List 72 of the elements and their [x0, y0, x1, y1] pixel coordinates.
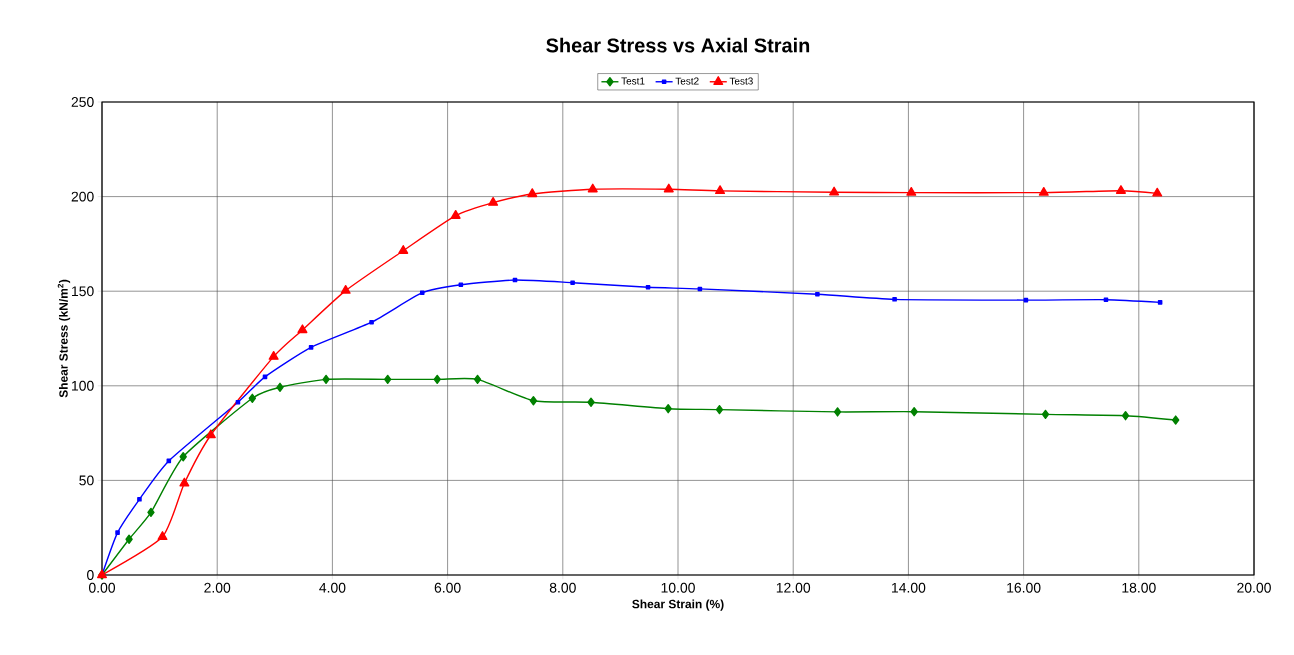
point [645, 284, 651, 290]
point [248, 393, 257, 403]
point [205, 429, 216, 439]
point [147, 507, 155, 518]
y-tick-label: 0 [87, 570, 94, 580]
point [570, 280, 575, 285]
point [527, 188, 538, 198]
point [906, 186, 917, 196]
point [384, 374, 392, 385]
x-tick-label: 6.00 [434, 582, 461, 593]
y-tick-label: 250 [71, 97, 94, 107]
point [829, 186, 840, 196]
point [1103, 297, 1109, 302]
point [1121, 411, 1130, 421]
point [1038, 186, 1049, 196]
point [715, 404, 724, 415]
y-tick-label: 100 [72, 380, 94, 391]
y-tick-label: 150 [72, 286, 94, 297]
point [308, 345, 314, 350]
point [833, 407, 842, 417]
point [815, 291, 820, 297]
chart-title: Shear Stress vs Axial Strain [546, 37, 810, 53]
point [268, 350, 279, 360]
point [715, 185, 726, 195]
point [419, 290, 425, 295]
point [892, 297, 897, 302]
point [1115, 185, 1126, 194]
point [1041, 409, 1050, 420]
x-tick-label: 20.00 [1237, 582, 1271, 593]
point [488, 196, 499, 206]
x-tick-label: 4.00 [319, 582, 346, 593]
point [450, 210, 461, 219]
legend-label: Test1 [621, 77, 645, 85]
point [473, 374, 482, 385]
x-tick-label: 12.00 [776, 582, 811, 593]
point [587, 397, 595, 407]
legend-label: Test3 [729, 77, 753, 85]
x-tick-label: 2.00 [204, 582, 231, 593]
point [179, 477, 190, 487]
y-axis-title: Shear Stress (kN/m$^{2}$) [57, 279, 71, 398]
point [276, 382, 284, 392]
point [115, 530, 120, 535]
x-tick-label: 8.00 [549, 582, 576, 593]
point [398, 245, 409, 254]
x-tick-label: 16.00 [1007, 582, 1041, 593]
x-tick-label: 18.00 [1122, 582, 1156, 593]
point [529, 396, 538, 406]
x-tick-label: 10.00 [661, 582, 695, 593]
point [587, 183, 598, 193]
point [663, 183, 674, 193]
point [433, 374, 441, 385]
point [1157, 300, 1163, 305]
point [235, 399, 241, 405]
y-tick-label: 200 [71, 191, 94, 202]
y-tick-label: 50 [79, 475, 94, 486]
legend-label: Test2 [675, 77, 699, 85]
point [297, 324, 308, 334]
point [1152, 187, 1163, 197]
point [137, 497, 142, 502]
point [340, 284, 351, 294]
x-tick-label: 14.00 [892, 582, 926, 593]
point [179, 452, 187, 462]
point [157, 531, 168, 540]
point [125, 534, 133, 544]
point [322, 374, 330, 385]
x-axis-title: Shear Strain (%) [632, 599, 724, 611]
point [369, 319, 374, 325]
point [458, 282, 464, 288]
point [1171, 415, 1180, 425]
x-tick-label: 0.00 [88, 582, 116, 593]
point [910, 407, 918, 417]
point [664, 404, 672, 414]
